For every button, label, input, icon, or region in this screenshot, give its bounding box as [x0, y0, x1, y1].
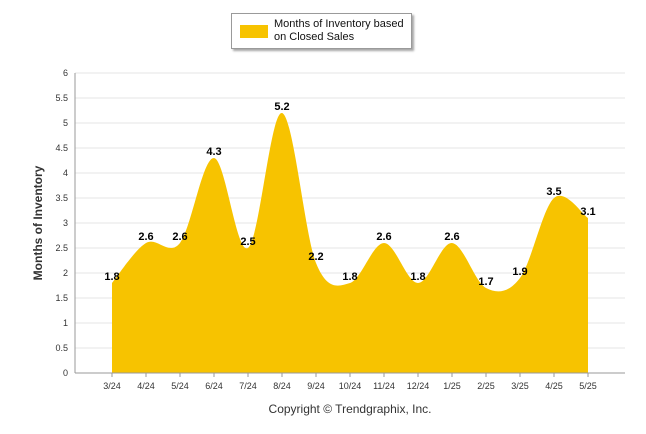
y-tick-label: 2.5: [55, 243, 68, 253]
y-tick-label: 3: [63, 218, 68, 228]
x-tick-label: 12/24: [407, 381, 430, 391]
x-tick-label: 11/24: [373, 381, 395, 391]
legend-swatch: [240, 25, 268, 38]
data-label: 5.2: [274, 101, 289, 113]
x-tick-label: 3/24: [103, 381, 121, 391]
data-label: 4.3: [206, 146, 221, 158]
data-label: 2.5: [240, 236, 255, 248]
x-tick-label: 7/24: [239, 381, 257, 391]
data-label: 3.5: [546, 186, 561, 198]
x-tick-label: 10/24: [339, 381, 362, 391]
data-label: 2.6: [376, 231, 391, 243]
data-label: 1.8: [410, 271, 425, 283]
x-tick-label: 4/24: [137, 381, 155, 391]
data-label: 1.8: [104, 271, 119, 283]
y-tick-label: 3.5: [55, 193, 68, 203]
series-area: [112, 112, 588, 373]
y-axis-title: Months of Inventory: [31, 165, 45, 280]
x-tick-label: 2/25: [477, 381, 495, 391]
data-label: 2.6: [172, 231, 187, 243]
x-tick-label: 5/25: [579, 381, 597, 391]
chart-legend: Months of Inventory based on Closed Sale…: [231, 13, 412, 49]
data-label: 2.2: [308, 251, 323, 263]
legend-label: Months of Inventory based on Closed Sale…: [274, 18, 404, 43]
y-tick-label: 6: [63, 68, 68, 78]
data-label: 2.6: [138, 231, 153, 243]
x-tick-label: 5/24: [171, 381, 189, 391]
data-label: 1.9: [512, 266, 527, 278]
x-tick-label: 9/24: [307, 381, 325, 391]
x-tick-label: 3/25: [511, 381, 529, 391]
copyright-text: Copyright © Trendgraphix, Inc.: [269, 402, 432, 416]
data-label: 1.7: [478, 276, 493, 288]
data-label: 3.1: [580, 206, 595, 218]
y-tick-label: 5: [63, 118, 68, 128]
y-tick-label: 4: [63, 168, 68, 178]
y-tick-label: 1: [63, 318, 68, 328]
x-tick-label: 8/24: [273, 381, 291, 391]
y-tick-label: 0: [63, 368, 68, 378]
y-tick-label: 2: [63, 268, 68, 278]
x-tick-label: 4/25: [545, 381, 563, 391]
y-tick-label: 4.5: [55, 143, 68, 153]
x-tick-label: 1/25: [443, 381, 461, 391]
data-label: 1.8: [342, 271, 357, 283]
y-tick-label: 5.5: [55, 93, 68, 103]
data-label: 2.6: [444, 231, 459, 243]
y-tick-label: 0.5: [55, 343, 68, 353]
x-tick-label: 6/24: [205, 381, 223, 391]
y-tick-label: 1.5: [55, 293, 68, 303]
